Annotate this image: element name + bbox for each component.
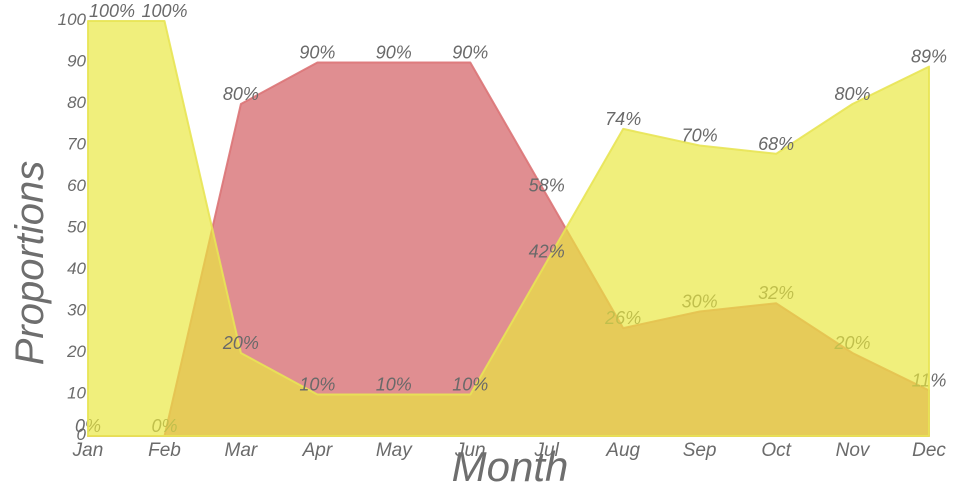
y-tick-label: 60 [67, 176, 86, 195]
y-tick-label: 40 [67, 259, 86, 278]
x-tick-label: Feb [148, 440, 181, 461]
x-tick-label: Jan [72, 440, 104, 461]
area-yellow [87, 20, 930, 437]
value-label-yellow: 10% [299, 375, 335, 395]
x-tick-label: Oct [761, 440, 791, 461]
y-tick-label: 50 [67, 218, 86, 237]
value-label-red: 80% [223, 84, 259, 104]
x-tick-label: Sep [683, 440, 717, 461]
x-tick-label: Jul [534, 440, 560, 461]
value-label-yellow: 10% [452, 375, 488, 395]
x-tick-label: Apr [302, 440, 333, 461]
value-label-yellow: 80% [834, 84, 870, 104]
x-tick-label: Aug [605, 440, 640, 461]
value-label-red: 90% [376, 43, 412, 63]
y-tick-label: 0 [77, 425, 87, 444]
x-tick-label: Jun [454, 440, 486, 461]
y-tick-label: 90 [67, 52, 86, 71]
value-label-yellow: 10% [376, 375, 412, 395]
value-label-yellow: 42% [529, 242, 565, 262]
value-label-red: 90% [299, 43, 335, 63]
value-label-red: 58% [529, 175, 565, 195]
value-label-yellow: 68% [758, 134, 794, 154]
x-tick-label: Nov [836, 440, 871, 461]
value-label-yellow: 74% [605, 109, 641, 129]
y-tick-label: 20 [66, 342, 86, 361]
x-tick-label: May [376, 440, 413, 461]
y-tick-label: 30 [67, 301, 86, 320]
value-label-yellow: 70% [682, 126, 718, 146]
value-label-red: 90% [452, 43, 488, 63]
x-tick-label: Dec [912, 440, 946, 461]
value-label-yellow: 20% [222, 333, 259, 353]
y-tick-label: 70 [67, 135, 86, 154]
y-tick-label: 100 [58, 10, 87, 29]
value-label-yellow: 100% [89, 1, 135, 21]
value-label-yellow: 100% [141, 1, 187, 21]
y-tick-label: 10 [67, 384, 86, 403]
y-tick-label: 80 [67, 93, 86, 112]
x-tick-label: Mar [225, 440, 258, 461]
value-label-yellow: 89% [911, 47, 947, 67]
